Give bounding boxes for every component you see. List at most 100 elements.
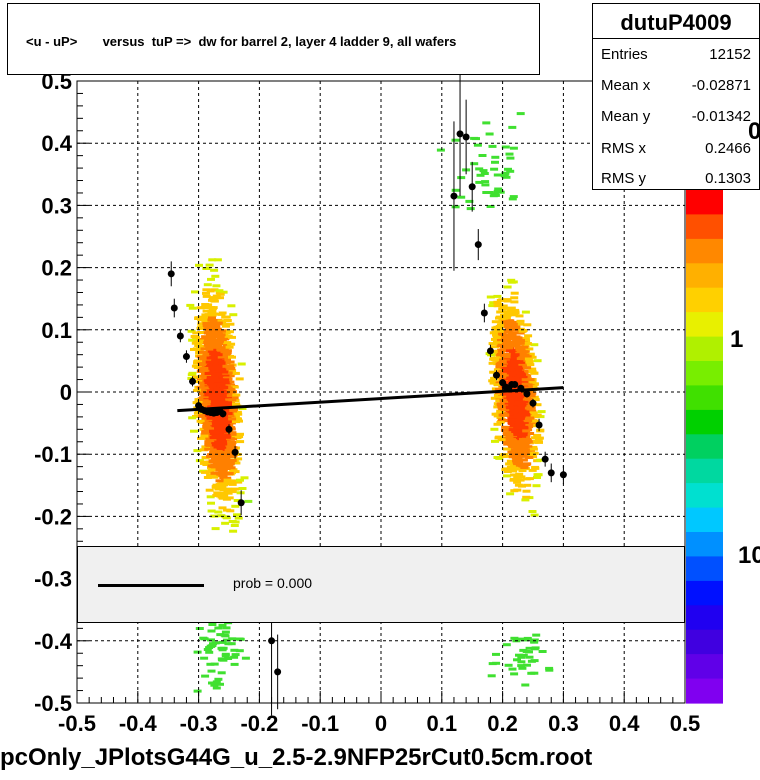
density-cell xyxy=(478,154,487,157)
density-cell xyxy=(202,288,211,292)
density-cell xyxy=(501,367,510,370)
profile-point xyxy=(468,183,476,191)
density-cell xyxy=(215,348,224,352)
density-cell xyxy=(503,322,512,326)
density-cell xyxy=(466,207,475,211)
density-cell xyxy=(513,658,521,662)
density-cell xyxy=(521,498,530,502)
density-cell xyxy=(203,648,212,651)
density-cell xyxy=(493,405,502,409)
density-cell xyxy=(520,421,529,425)
density-cell xyxy=(197,331,206,334)
density-cell xyxy=(212,403,221,406)
density-cell xyxy=(504,330,513,334)
density-cell xyxy=(491,345,499,349)
stats-value-entries: 12152 xyxy=(709,46,751,63)
density-cell xyxy=(201,417,210,420)
density-cell xyxy=(470,136,479,140)
density-cell xyxy=(487,674,496,678)
density-cell xyxy=(221,402,230,406)
density-cell xyxy=(231,479,240,483)
x-tick-label: -0.4 xyxy=(119,711,158,736)
density-cell xyxy=(228,398,237,402)
density-cell xyxy=(496,354,505,358)
density-cell xyxy=(518,454,527,458)
density-cell xyxy=(209,642,217,646)
density-cell xyxy=(208,321,217,324)
density-cell xyxy=(510,672,519,676)
density-cell xyxy=(218,640,227,644)
density-cell xyxy=(513,369,522,373)
density-cell xyxy=(211,274,220,278)
density-cell xyxy=(202,267,211,270)
density-cell xyxy=(209,374,218,377)
density-cell xyxy=(503,299,512,303)
density-cell xyxy=(205,386,214,390)
density-cell xyxy=(201,386,210,390)
density-cell xyxy=(528,510,537,513)
density-cell xyxy=(219,425,227,429)
density-cell xyxy=(207,669,216,673)
density-cell xyxy=(202,294,211,298)
density-cell xyxy=(205,439,214,443)
density-cell xyxy=(529,447,538,451)
density-cell xyxy=(226,461,235,465)
density-cell xyxy=(523,342,532,345)
density-cell xyxy=(504,310,512,314)
file-name-title: pcOnly_JPlotsG44G_u_2.5-2.9NFP25rCut0.5c… xyxy=(0,744,593,771)
density-cell xyxy=(209,297,218,301)
density-cell xyxy=(211,443,220,447)
density-cell xyxy=(524,334,533,338)
density-cell xyxy=(501,345,510,349)
density-cell xyxy=(196,326,205,330)
density-cell xyxy=(221,374,230,377)
y-tick-label: 0.2 xyxy=(41,256,72,281)
density-cell xyxy=(230,648,239,652)
density-cell xyxy=(224,386,233,390)
density-cell xyxy=(524,397,533,401)
density-cell xyxy=(497,339,505,342)
density-cell xyxy=(214,461,223,465)
density-cell xyxy=(526,378,535,382)
density-cell xyxy=(204,441,213,445)
density-cell xyxy=(212,364,221,368)
density-cell xyxy=(200,656,209,660)
density-cell xyxy=(499,455,507,458)
density-cell xyxy=(509,312,518,316)
density-cell xyxy=(208,459,217,463)
density-cell xyxy=(224,412,233,415)
density-cell xyxy=(226,322,235,326)
density-cell xyxy=(218,400,227,404)
density-cell xyxy=(210,344,219,347)
density-cell xyxy=(525,456,534,459)
palette-swatch xyxy=(686,434,723,460)
density-cell xyxy=(523,366,532,370)
density-cell xyxy=(493,173,502,177)
density-cell xyxy=(503,437,512,441)
density-cell xyxy=(534,473,543,477)
density-cell xyxy=(514,365,523,369)
density-cell xyxy=(208,385,217,389)
density-cell xyxy=(496,421,505,424)
density-cell xyxy=(526,352,535,356)
density-cell xyxy=(518,403,527,406)
density-cell xyxy=(502,474,511,478)
density-cell xyxy=(505,462,514,466)
fit-line xyxy=(177,386,564,413)
density-cell xyxy=(204,447,213,451)
x-tick-label: 0.1 xyxy=(427,711,458,736)
density-cell xyxy=(523,663,531,667)
profile-point xyxy=(225,425,233,433)
density-cell xyxy=(526,432,535,435)
density-cell xyxy=(495,315,504,319)
density-cell xyxy=(512,344,521,348)
density-cell xyxy=(514,371,523,375)
density-cell xyxy=(511,362,520,366)
density-cell xyxy=(514,423,523,427)
density-cell xyxy=(228,446,237,450)
density-cell xyxy=(222,315,231,319)
density-cell xyxy=(526,416,535,420)
density-cell xyxy=(506,156,515,160)
density-cell xyxy=(545,666,554,670)
density-cell xyxy=(489,194,498,198)
